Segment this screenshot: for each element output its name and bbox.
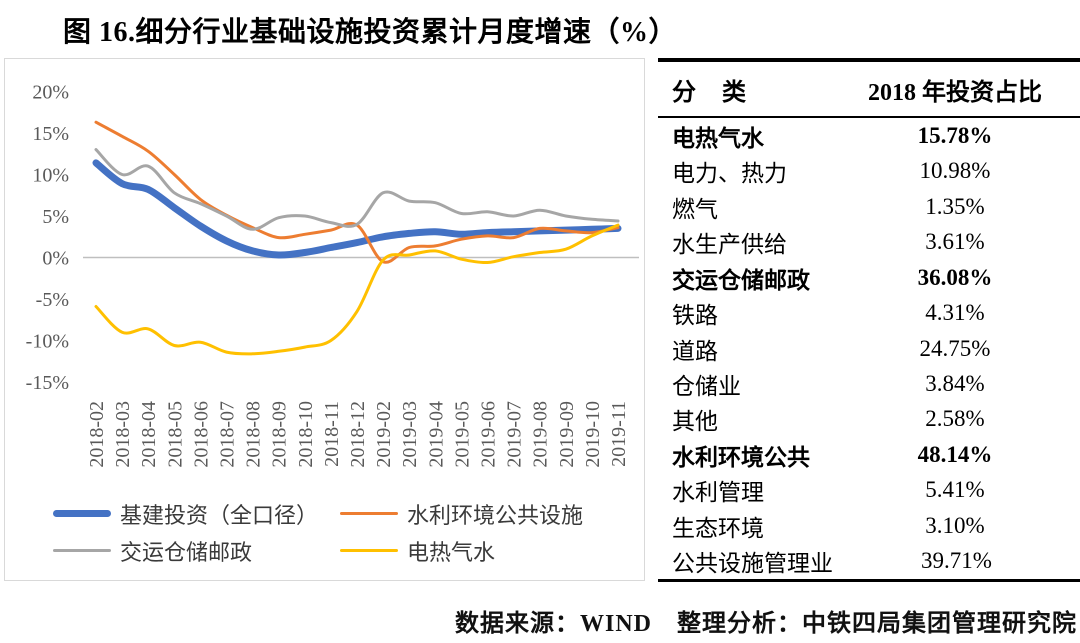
x-tick-label: 2019-11: [608, 401, 630, 467]
x-tick-label: 2018-02: [86, 401, 108, 468]
value-cell: 48.14%: [917, 441, 993, 467]
series-line: [94, 148, 620, 231]
x-tick-label: 2018-07: [217, 401, 239, 468]
legend-swatch: [340, 512, 398, 515]
legend-label: 交运仓储邮政: [120, 539, 253, 565]
table-row: 水生产供给 3.61%: [658, 224, 1080, 259]
legend-swatch: [340, 549, 398, 552]
legend-item: 基建投资（全口径）: [53, 495, 340, 532]
table-row: 铁路 4.31%: [658, 295, 1080, 330]
category-cell: 生态环境: [672, 515, 764, 541]
category-cell: 其他: [672, 409, 718, 435]
x-tick-label: 2019-07: [504, 401, 526, 468]
y-tick-label: -10%: [26, 331, 69, 353]
y-tick-label: 20%: [32, 82, 69, 104]
chart-legend: 基建投资（全口径） 水利环境公共设施交运仓储邮政 电热气水: [53, 495, 631, 569]
x-tick-label: 2018-04: [138, 401, 160, 468]
y-tick-label: 15%: [32, 123, 69, 145]
series-line: [94, 223, 620, 356]
y-tick-label: 10%: [32, 165, 69, 187]
x-tick-label: 2018-08: [243, 401, 265, 468]
x-tick-label: 2019-09: [556, 401, 578, 468]
table-row: 仓储业 3.84%: [658, 366, 1080, 401]
table-header-row: 分 类 2018 年投资占比: [658, 62, 1080, 118]
x-tick-label: 2019-05: [451, 401, 473, 468]
y-tick-label: -5%: [36, 289, 69, 311]
category-cell: 交运仓储邮政: [672, 267, 810, 293]
x-tick-label: 2019-03: [399, 401, 421, 468]
value-cell: 15.78%: [917, 122, 993, 148]
value-cell: 39.71%: [921, 548, 992, 574]
table-row: 其他 2.58%: [658, 402, 1080, 437]
investment-share-table: 分 类 2018 年投资占比 电热气水 15.78% 电力、热力 10.98% 燃气 1.…: [658, 58, 1080, 582]
x-tick-label: 2019-04: [425, 401, 447, 468]
value-cell: 3.10%: [925, 512, 985, 538]
figure-title: 图 16.细分行业基础设施投资累计月度增速（%）: [63, 17, 678, 48]
category-cell: 道路: [672, 338, 718, 364]
x-tick-label: 2018-09: [269, 401, 291, 468]
x-tick-label: 2019-02: [373, 401, 395, 468]
value-cell: 5.41%: [925, 477, 985, 503]
value-cell: 4.31%: [925, 300, 985, 326]
table-row: 电热气水 15.78%: [658, 118, 1080, 153]
category-cell: 公共设施管理业: [672, 551, 833, 577]
table-row: 道路 24.75%: [658, 331, 1080, 366]
legend-label: 电热气水: [407, 539, 496, 565]
category-cell: 水生产供给: [672, 232, 787, 258]
value-cell: 1.35%: [925, 193, 985, 219]
x-tick-label: 2019-06: [478, 401, 500, 468]
source-note: 数据来源：WIND 整理分析：中铁四局集团管理研究院: [455, 611, 1078, 637]
x-tick-label: 2018-03: [112, 401, 134, 468]
value-cell: 10.98%: [919, 158, 991, 184]
table-header-value: 2018 年投资占比: [868, 79, 1042, 106]
x-tick-label: 2019-10: [582, 401, 604, 468]
value-cell: 3.84%: [925, 371, 985, 397]
legend-label: 水利环境公共设施: [407, 502, 584, 528]
x-tick-label: 2019-08: [530, 401, 552, 468]
y-tick-label: 5%: [42, 206, 69, 228]
legend-swatch: [53, 510, 111, 517]
value-cell: 36.08%: [917, 264, 993, 290]
chart-svg: 20%15%10%5%0%-5%-10%-15%2018-02 2018-03 20…: [26, 82, 639, 468]
x-tick-label: 2018-05: [164, 401, 186, 468]
value-cell: 2.58%: [925, 406, 985, 432]
value-cell: 24.75%: [919, 335, 991, 361]
legend-item: 交运仓储邮政: [53, 532, 340, 569]
category-cell: 水利环境公共: [672, 444, 810, 470]
table-header-category: 分 类: [672, 79, 747, 106]
x-tick-label: 2018-10: [295, 401, 317, 468]
category-cell: 电热气水: [672, 125, 764, 151]
x-tick-label: 2018-12: [347, 401, 369, 468]
table-row: 生态环境 3.10%: [658, 508, 1080, 543]
category-cell: 燃气: [672, 196, 718, 222]
legend-swatch: [53, 549, 111, 552]
chart-panel: 20% 15% 10% 5% 0% -5% -10% -15% 2018-02 2018-03 20…: [4, 58, 645, 581]
category-cell: 铁路: [672, 303, 718, 329]
x-tick-label: 2018-11: [321, 401, 343, 467]
category-cell: 仓储业: [672, 374, 741, 400]
table-row: 公共设施管理业 39.71%: [658, 544, 1080, 579]
legend-item: 电热气水: [340, 532, 631, 569]
legend-label: 基建投资（全口径）: [120, 502, 319, 528]
value-cell: 3.61%: [925, 229, 985, 255]
table-row: 水利环境公共 48.14%: [658, 437, 1080, 472]
table-row: 交运仓储邮政 36.08%: [658, 260, 1080, 295]
table-row: 电力、热力 10.98%: [658, 153, 1080, 188]
table-row: 水利管理 5.41%: [658, 473, 1080, 508]
legend-item: 水利环境公共设施: [340, 495, 631, 532]
x-tick-label: 2018-06: [190, 401, 212, 468]
category-cell: 电力、热力: [672, 161, 787, 187]
y-tick-label: -15%: [26, 372, 69, 394]
table-body: 电热气水 15.78% 电力、热力 10.98% 燃气 1.35% 水生产供给 3.61% 交运…: [658, 118, 1080, 579]
table-row: 燃气 1.35%: [658, 189, 1080, 224]
category-cell: 水利管理: [672, 480, 764, 506]
y-tick-label: 0%: [42, 248, 69, 270]
